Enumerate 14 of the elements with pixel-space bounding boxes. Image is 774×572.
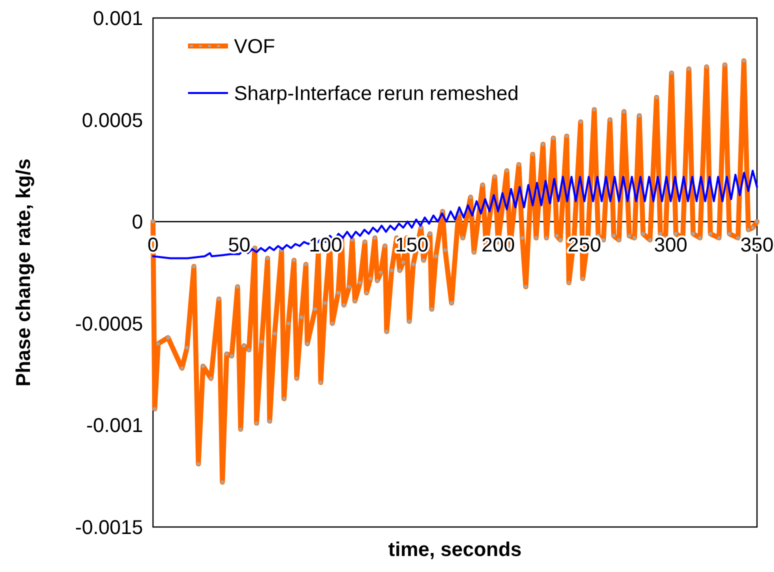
x-tick-label: 50 (228, 234, 250, 257)
y-tick-label: 0.001 (92, 8, 143, 30)
y-tick-label: 0 (132, 212, 143, 234)
legend-label: VOF (234, 36, 276, 58)
y-tick-label: -0.0005 (75, 313, 143, 336)
legend-label: Sharp-Interface rerun remeshed (234, 83, 519, 105)
y-tick-label: 0.0005 (82, 110, 143, 132)
x-tick-label: 300 (654, 234, 688, 257)
x-axis-title: time, seconds (388, 539, 522, 561)
x-tick-label: 200 (481, 234, 515, 257)
y-tick-label: -0.0015 (75, 517, 143, 539)
y-axis-title: Phase change rate, kg/s (13, 158, 35, 386)
x-tick-label: 0 (147, 234, 159, 257)
y-tick-label: -0.001 (86, 415, 143, 438)
